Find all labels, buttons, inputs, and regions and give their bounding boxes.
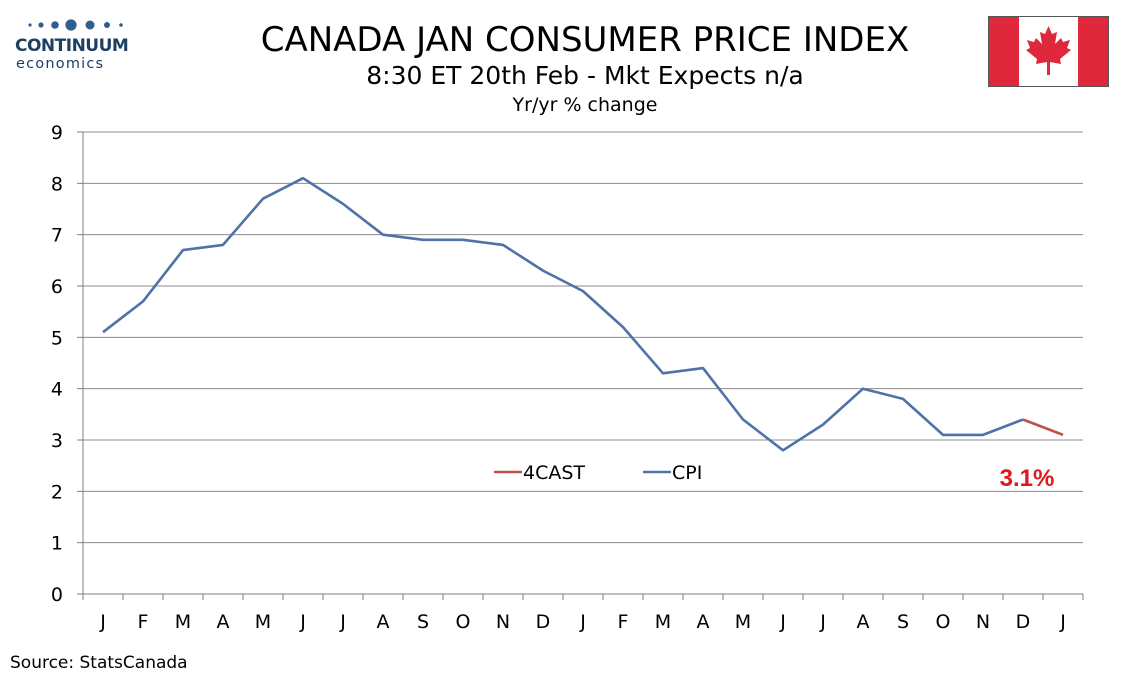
y-tick-label: 2 <box>51 481 63 503</box>
x-tick-label: D <box>536 611 551 633</box>
y-tick-label: 3 <box>51 430 63 452</box>
y-tick-label: 4 <box>51 379 63 401</box>
x-tick-label: J <box>1059 611 1066 633</box>
x-tick-label: J <box>579 611 586 633</box>
x-tick-label: J <box>299 611 306 633</box>
y-tick-label: 7 <box>51 225 63 247</box>
x-tick-label: S <box>897 611 909 633</box>
y-tick-label: 0 <box>51 584 63 606</box>
x-tick-label: O <box>936 611 951 633</box>
x-tick-label: O <box>456 611 471 633</box>
x-tick-label: J <box>99 611 106 633</box>
logo-dots-icon <box>28 19 123 31</box>
x-tick-label: S <box>417 611 429 633</box>
legend-label-4cast: 4CAST <box>523 462 585 484</box>
x-tick-label: J <box>339 611 346 633</box>
x-tick-label: N <box>976 611 990 633</box>
x-tick-label: A <box>377 611 390 633</box>
logo-subtext: economics <box>16 56 105 72</box>
y-tick-label: 9 <box>51 122 63 144</box>
x-tick-label: F <box>138 611 149 633</box>
chart-unit-label: Yr/yr % change <box>512 94 658 116</box>
y-tick-label: 5 <box>51 327 63 349</box>
x-tick-label: J <box>779 611 786 633</box>
chart-subtitle: 8:30 ET 20th Feb - Mkt Expects n/a <box>366 61 804 90</box>
y-tick-label: 1 <box>51 533 63 555</box>
x-tick-label: A <box>857 611 870 633</box>
legend-label-cpi: CPI <box>672 462 702 484</box>
x-tick-label: M <box>735 611 751 633</box>
source-note: Source: StatsCanada <box>10 653 188 673</box>
chart-title: CANADA JAN CONSUMER PRICE INDEX <box>260 20 910 60</box>
x-tick-label: F <box>618 611 629 633</box>
series-line-cpi <box>102 176 1024 452</box>
x-tick-label: A <box>697 611 710 633</box>
x-tick-label: M <box>175 611 191 633</box>
y-tick-label: 6 <box>51 276 63 298</box>
y-tick-label: 8 <box>51 173 63 195</box>
x-tick-label: N <box>496 611 510 633</box>
continuum-logo: CONTINUUM economics <box>12 14 137 76</box>
x-tick-label: J <box>819 611 826 633</box>
forecast-value-label: 3.1% <box>1000 465 1055 492</box>
x-tick-label: A <box>217 611 230 633</box>
canada-flag-icon <box>988 16 1109 87</box>
x-tick-label: M <box>655 611 671 633</box>
logo-wordmark: CONTINUUM <box>15 36 129 56</box>
x-tick-label: M <box>255 611 271 633</box>
series-line-4cast <box>1022 418 1064 437</box>
x-tick-label: D <box>1016 611 1031 633</box>
